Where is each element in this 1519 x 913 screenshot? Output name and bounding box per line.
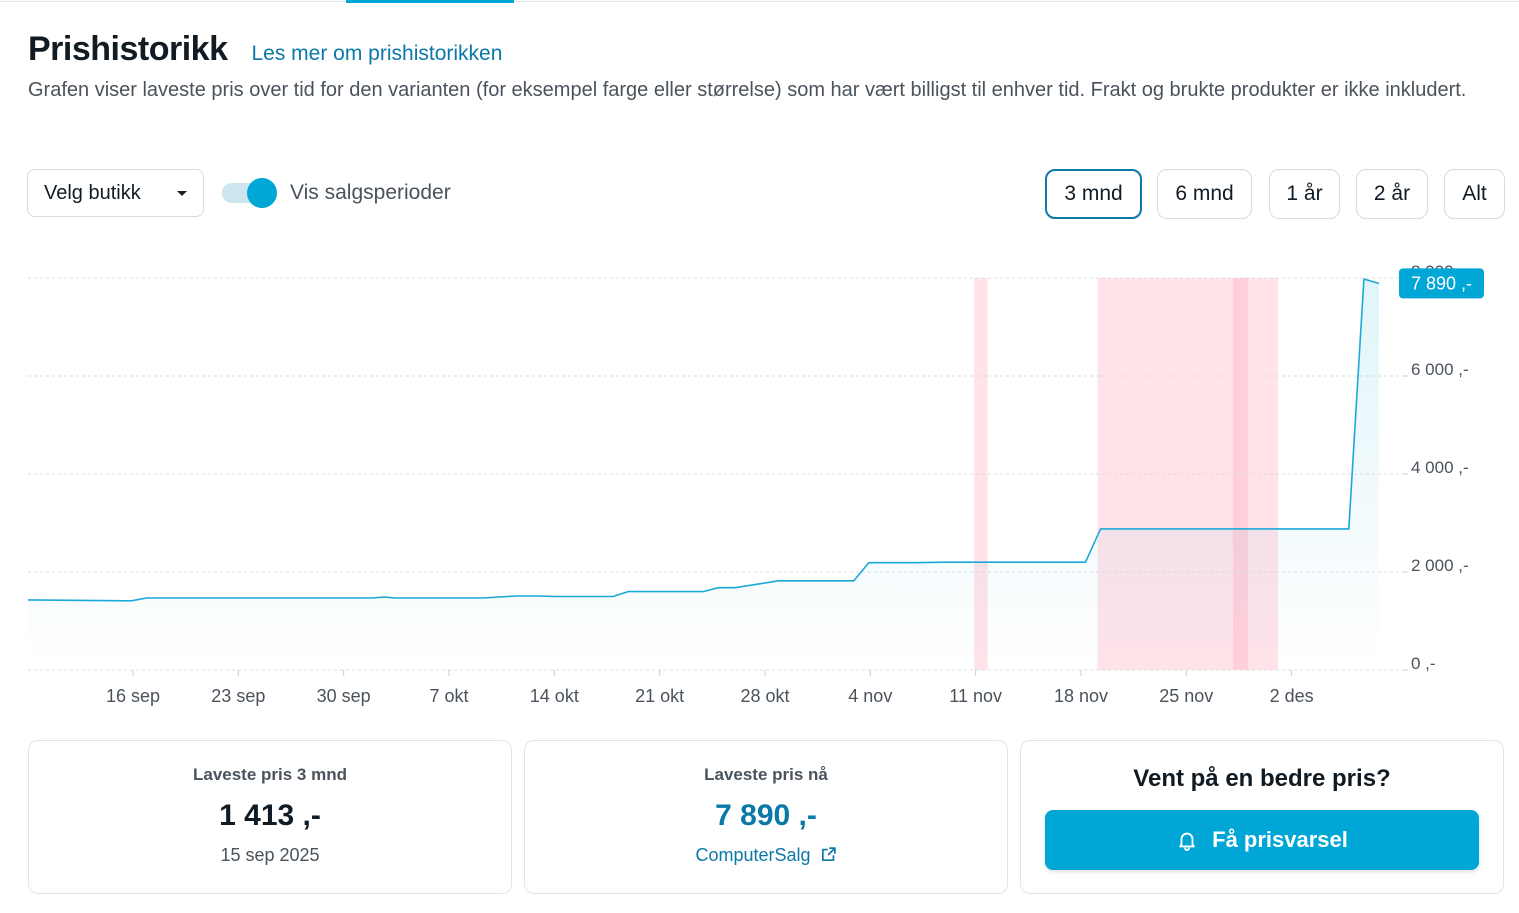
current-price-badge-label: 7 890 ,- [1411, 273, 1472, 293]
store-select-label: Velg butikk [44, 181, 141, 204]
store-link[interactable]: ComputerSalg [525, 845, 1007, 866]
external-link-icon [821, 847, 836, 862]
sale-periods-toggle[interactable] [222, 178, 278, 208]
chart-description: Grafen viser laveste pris over tid for d… [28, 79, 1467, 101]
range-button-all[interactable]: Alt [1444, 169, 1505, 219]
price-alert-button[interactable]: Få prisvarsel [1045, 810, 1479, 870]
price-alert-button-label: Få prisvarsel [1212, 827, 1348, 852]
store-select[interactable]: Velg butikk [27, 169, 204, 217]
sale-periods-label: Vis salgsperioder [290, 181, 451, 204]
toggle-knob [247, 178, 277, 208]
y-tick-label: 2 000 ,- [1411, 556, 1469, 575]
top-divider [0, 1, 1519, 2]
x-tick-label: 21 okt [635, 686, 684, 706]
lowest-price-label: Laveste pris 3 mnd [192, 765, 347, 784]
section-header: Prishistorikk Les mer om prishistorikken [28, 30, 502, 69]
price-history-chart[interactable]: 16 sep 23 sep 30 sep 7 okt 14 okt 21 okt 28 ok… [0, 250, 1519, 720]
x-tick-label: 7 okt [429, 686, 468, 706]
x-tick-label: 4 nov [848, 686, 892, 706]
current-price-card: Laveste pris nå 7 890 ,- ComputerSalg [524, 740, 1008, 894]
x-tick-label: 18 nov [1054, 686, 1108, 706]
y-tick-label: 6 000 ,- [1411, 360, 1469, 379]
range-button-6m[interactable]: 6 mnd [1157, 169, 1252, 219]
lowest-price-card: Laveste pris 3 mnd 1 413 ,- 15 sep 2025 [28, 740, 512, 894]
price-alert-card: Vent på en bedre pris? Få prisvarsel [1020, 740, 1504, 894]
y-tick-label: 0 ,- [1411, 654, 1436, 673]
range-button-1y[interactable]: 1 år [1269, 169, 1340, 219]
x-tick-label: 28 okt [740, 686, 789, 706]
current-price-label: Laveste pris nå [704, 765, 828, 784]
x-tick-label: 23 sep [211, 686, 265, 706]
page-title: Prishistorikk [28, 30, 228, 68]
price-alert-title: Vent på en bedre pris? [1133, 765, 1391, 792]
lowest-price-value: 1 413 ,- [219, 799, 321, 832]
lowest-price-date: 15 sep 2025 [220, 845, 320, 865]
caret-down-icon [177, 190, 187, 196]
read-more-link[interactable]: Les mer om prishistorikken [251, 42, 503, 65]
active-tab-indicator [346, 0, 514, 3]
x-tick-label: 2 des [1270, 686, 1314, 706]
bell-icon [1179, 832, 1195, 851]
x-tick-label: 30 sep [317, 686, 371, 706]
current-price-value: 7 890 ,- [715, 799, 817, 832]
range-button-2y[interactable]: 2 år [1356, 169, 1428, 219]
x-tick-label: 16 sep [106, 686, 160, 706]
store-link-label: ComputerSalg [695, 845, 811, 865]
price-line [27, 278, 1380, 602]
y-tick-label: 4 000 ,- [1411, 458, 1469, 477]
x-tick-label: 14 okt [530, 686, 579, 706]
x-tick-label: 11 nov [949, 686, 1002, 706]
x-tick-label: 25 nov [1159, 686, 1213, 706]
range-button-3m[interactable]: 3 mnd [1045, 169, 1142, 219]
current-price-badge [1399, 268, 1484, 299]
price-area [28, 279, 1379, 670]
